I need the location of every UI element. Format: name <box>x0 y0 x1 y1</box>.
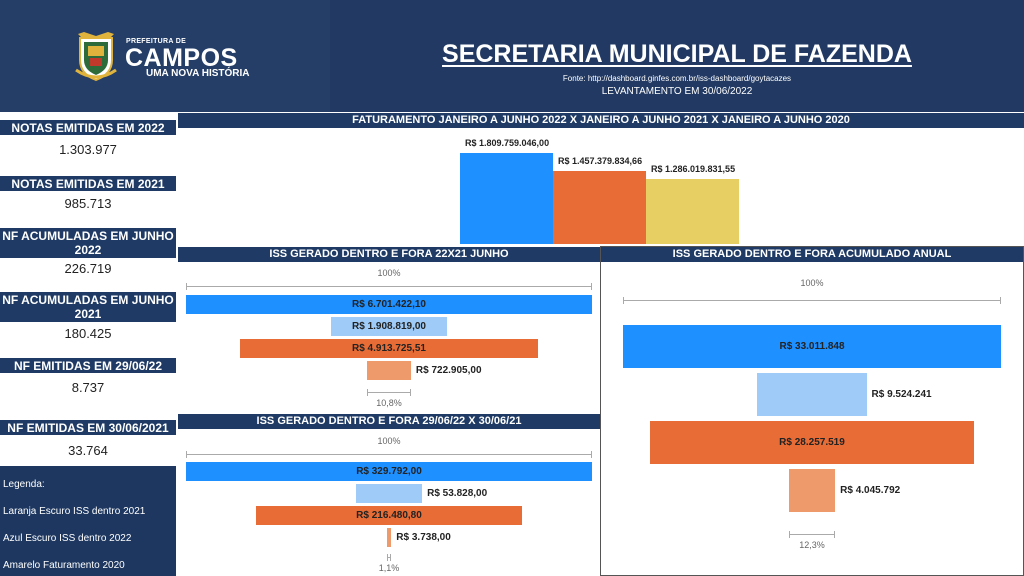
faturamento-chart: R$ 1.809.759.046,00 R$ 1.457.379.834,66 R$… <box>178 128 1024 244</box>
funnel-top-axis-tick <box>186 451 187 458</box>
funnel-bar-label: R$ 4.913.725,51 <box>352 342 426 354</box>
funnel-bar <box>623 325 1001 368</box>
kpi-value: 8.737 <box>71 380 105 395</box>
iss-junho-chart: 100% R$ 6.701.422,10 R$ 1.908.819,00 R$ 4.9… <box>178 262 600 412</box>
funnel-bar <box>331 317 447 336</box>
kpi-label: NOTAS EMITIDAS EM 2022 <box>0 120 176 135</box>
page-title: SECRETARIA MUNICIPAL DE FAZENDA <box>442 40 912 68</box>
funnel-bar <box>355 484 423 503</box>
chart-title-iss-junho: ISS GERADO DENTRO E FORA 22X21 JUNHO <box>178 247 600 262</box>
legend-item: Azul Escuro ISS dentro 2022 <box>3 533 132 544</box>
faturamento-bar-label: R$ 1.286.019.831,55 <box>651 164 736 175</box>
funnel-bottom-axis-tick <box>390 554 392 561</box>
funnel-bottom-axis <box>386 557 392 558</box>
kpi-label: NF EMITIDAS EM 29/06/22 <box>0 358 176 373</box>
funnel-bottom-percent: 12,3% <box>799 540 825 550</box>
iss-daily-chart: 100% R$ 329.792,00 R$ 53.828,00 R$ 216.480,… <box>178 429 600 576</box>
funnel-bar-label: R$ 1.908.819,00 <box>352 320 426 332</box>
funnel-top-axis-tick <box>1000 297 1001 304</box>
funnel-bar <box>386 528 392 547</box>
faturamento-bar-label: R$ 1.809.759.046,00 <box>465 138 550 148</box>
funnel-bar <box>240 339 538 358</box>
logo-prefeitura-text: PREFEITURA DE <box>126 38 187 45</box>
faturamento-bar <box>646 179 739 244</box>
funnel-top-axis <box>186 286 592 287</box>
kpi-value: 226.719 <box>64 261 112 276</box>
funnel-bar <box>186 462 592 481</box>
legend-title: Legenda: <box>3 479 45 490</box>
legend-item: Amarelo Faturamento 2020 <box>3 560 125 571</box>
kpi-value: 180.425 <box>64 326 112 341</box>
funnel-bottom-axis <box>367 392 411 393</box>
funnel-bar-label: R$ 329.792,00 <box>356 465 422 477</box>
funnel-top-axis-tick <box>591 283 592 290</box>
funnel-bar-label: R$ 722.905,00 <box>415 364 482 376</box>
funnel-top-axis-tick <box>186 283 187 290</box>
funnel-bar-label: R$ 9.524.241 <box>871 388 932 400</box>
kpi-label: NF EMITIDAS EM 30/06/2021 <box>0 420 176 435</box>
legend-box: Legenda: Laranja Escuro ISS dentro 2021 … <box>0 466 176 576</box>
funnel-bottom-axis-tick <box>834 531 836 538</box>
logo-tagline: UMA NOVA HISTÓRIA <box>146 68 250 79</box>
funnel-bar-label: R$ 3.738,00 <box>396 531 451 543</box>
kpi-value: 33.764 <box>68 443 108 458</box>
funnel-bottom-percent: 1,1% <box>378 563 400 573</box>
funnel-bottom-axis <box>788 534 836 535</box>
chart-title-faturamento: FATURAMENTO JANEIRO A JUNHO 2022 X JANEI… <box>178 113 1024 128</box>
kpi-label: NF ACUMULADAS EM JUNHO 2022 <box>0 228 176 258</box>
funnel-bottom-percent: 10,8% <box>376 398 402 408</box>
funnel-bar <box>186 295 592 314</box>
funnel-bar <box>367 361 411 380</box>
kpi-label: NOTAS EMITIDAS EM 2021 <box>0 176 176 191</box>
funnel-top-axis <box>186 454 592 455</box>
funnel-top-axis-tick <box>623 297 624 304</box>
funnel-bottom-axis-tick <box>788 531 790 538</box>
kpi-value: 985.713 <box>64 196 112 211</box>
kpi-label: NF ACUMULADAS EM JUNHO 2021 <box>0 292 176 322</box>
funnel-bar <box>255 506 523 525</box>
funnel-bar <box>788 469 836 512</box>
survey-date-text: LEVANTAMENTO EM 30/06/2022 <box>601 86 753 97</box>
funnel-bottom-axis-tick <box>386 554 388 561</box>
faturamento-bar <box>460 153 553 244</box>
funnel-bar-label: R$ 6.701.422,10 <box>352 298 426 310</box>
funnel-bar-label: R$ 53.828,00 <box>427 487 488 499</box>
funnel-top-axis <box>623 300 1001 301</box>
faturamento-bar-label: R$ 1.457.379.834,66 <box>558 155 643 166</box>
logo-campos-text: CAMPOS <box>125 44 238 72</box>
faturamento-bar <box>553 170 646 244</box>
city-coat-of-arms-icon <box>75 32 117 82</box>
funnel-top-percent: 100% <box>377 436 401 446</box>
funnel-bar-label: R$ 216.480,80 <box>356 509 422 521</box>
funnel-bar-label: R$ 4.045.792 <box>840 484 901 496</box>
funnel-bar <box>650 421 974 464</box>
legend-item: Laranja Escuro ISS dentro 2021 <box>3 506 146 517</box>
funnel-bottom-axis-tick <box>409 389 411 396</box>
funnel-top-percent: 100% <box>800 278 824 288</box>
chart-title-iss-daily: ISS GERADO DENTRO E FORA 29/06/22 X 30/0… <box>178 414 600 429</box>
header-logo-area: PREFEITURA DE CAMPOS UMA NOVA HISTÓRIA <box>0 0 330 112</box>
funnel-bar-label: R$ 28.257.519 <box>779 436 845 448</box>
funnel-bottom-axis-tick <box>367 389 369 396</box>
chart-title-iss-annual: ISS GERADO DENTRO E FORA ACUMULADO ANUAL <box>601 247 1023 262</box>
funnel-bar <box>757 373 867 416</box>
header-title-area <box>330 0 1024 112</box>
funnel-top-axis-tick <box>591 451 592 458</box>
source-text: Fonte: http://dashboard.ginfes.com.br/is… <box>562 74 792 83</box>
kpi-value: 1.303.977 <box>59 142 117 157</box>
funnel-top-percent: 100% <box>377 268 401 278</box>
iss-annual-chart: 100% R$ 33.011.848 R$ 9.524.241 R$ 28.257.5… <box>601 262 1023 575</box>
funnel-bar-label: R$ 33.011.848 <box>779 340 845 352</box>
